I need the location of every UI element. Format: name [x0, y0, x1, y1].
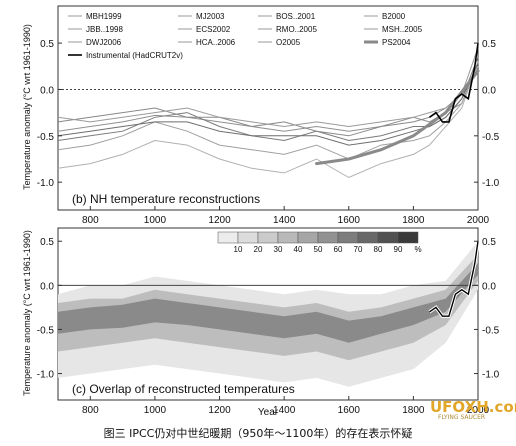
- xtick-label: 800: [82, 405, 99, 416]
- legend-entry: BOS..2001: [276, 12, 316, 21]
- panel-c-label: (c) Overlap of reconstructed temperature…: [72, 382, 295, 396]
- reconstruction-series-line: [57, 47, 479, 128]
- xtick-label: 1000: [144, 405, 167, 416]
- ytick-label-right: 0.5: [482, 237, 496, 248]
- watermark-text: UFOXH.com: [430, 398, 516, 416]
- xtick-label: 1200: [208, 215, 231, 226]
- panel-b-legend: MBH1999 MJ2003 BOS..2001 B2000 JBB..1998 ECS2…: [68, 12, 423, 60]
- colorbar-cell: [337, 231, 359, 244]
- panel-b: -1.0 -0.5 0.0 0.5 -1.0 -0.5 0.0 0.5 800 1000 120…: [22, 5, 500, 226]
- panel-c-xlabel: Year: [258, 407, 279, 418]
- xtick-label: 1200: [208, 405, 231, 416]
- xtick-label: 2000: [467, 405, 490, 416]
- panel-b-yaxis-left: -1.0 -0.5 0.0 0.5: [37, 39, 62, 189]
- colorbar-tick-label: %: [414, 245, 421, 254]
- ytick-label: -0.5: [37, 132, 55, 143]
- colorbar-tick-label: 70: [354, 245, 363, 254]
- colorbar-cell: [237, 231, 259, 244]
- panel-b-ylabel: Temperature anomaly (°C wrt 1961-1990): [22, 24, 32, 190]
- ytick-label-right: 0.5: [482, 39, 496, 50]
- overlap-band: [58, 263, 478, 343]
- colorbar-tick-label: 80: [374, 245, 383, 254]
- xtick-label: 1000: [144, 215, 167, 226]
- ytick-label-right: -1.0: [482, 178, 500, 189]
- xtick-label: 1600: [338, 215, 361, 226]
- xtick-label: 1600: [338, 405, 361, 416]
- ytick-label: 0.5: [40, 237, 54, 248]
- colorbar-cell: [277, 231, 299, 244]
- xtick-label: 1400: [273, 405, 296, 416]
- legend-entry: MJ2003: [196, 12, 225, 21]
- xtick-label: 1800: [402, 215, 425, 226]
- colorbar-tick-label: 40: [294, 245, 303, 254]
- legend-entry: Instrumental (HadCRUT2v): [86, 51, 183, 60]
- instrumental-series-line: [429, 241, 479, 317]
- figure-caption: 图三 IPCC仍对中世纪暖期（950年～1100年）的存在表示怀疑: [103, 427, 413, 440]
- panel-c: -1.0 -0.5 0.0 0.5 -1.0 -0.5 0.0 0.5 800 1000 120…: [22, 227, 500, 418]
- legend-entry: B2000: [382, 12, 406, 21]
- colorbar-tick-label: 60: [334, 245, 343, 254]
- ytick-label: -0.5: [37, 325, 55, 336]
- xtick-label: 1400: [273, 215, 296, 226]
- ytick-label: 0.0: [40, 85, 54, 96]
- legend-entry: MBH1999: [86, 12, 122, 21]
- ytick-label-right: -0.5: [482, 132, 500, 143]
- colorbar-tick-label: 50: [314, 245, 323, 254]
- colorbar-cell: [397, 231, 419, 244]
- legend-entry: HCA..2006: [196, 38, 236, 47]
- ytick-label-right: -1.0: [482, 370, 500, 381]
- legend-entry: ECS2002: [196, 25, 231, 34]
- colorbar-cell: [297, 231, 319, 244]
- colorbar-cell: [217, 231, 239, 244]
- ytick-label: 0.0: [40, 281, 54, 292]
- panel-c-yaxis-left: -1.0 -0.5 0.0 0.5: [37, 237, 62, 381]
- panel-b-yaxis-right: -1.0 -0.5 0.0 0.5: [474, 39, 500, 189]
- watermark-subtext: FLYING SAUCER: [438, 414, 486, 421]
- colorbar-cell: [377, 231, 399, 244]
- colorbar-tick-label: 10: [234, 245, 243, 254]
- colorbar-tick-label: 20: [254, 245, 263, 254]
- legend-entry: JBB..1998: [86, 25, 123, 34]
- ytick-label: -1.0: [37, 178, 55, 189]
- reconstruction-series-line: [57, 66, 479, 160]
- site-watermark: UFOXH.com FLYING SAUCER: [418, 396, 516, 422]
- ps2004-series-line: [315, 69, 480, 166]
- panel-b-label: (b) NH temperature reconstructions: [72, 192, 260, 206]
- legend-entry: O2005: [276, 38, 301, 47]
- instrumental-series-line: [429, 42, 479, 123]
- reconstruction-series-line: [57, 70, 479, 137]
- ytick-label-right: 0.0: [482, 85, 496, 96]
- panel-c-plot-area: [58, 240, 480, 387]
- ytick-label: 0.5: [40, 39, 54, 50]
- ytick-label: -1.0: [37, 370, 55, 381]
- colorbar-tick-label: 30: [274, 245, 283, 254]
- colorbar-tick-label: 90: [394, 245, 403, 254]
- ytick-label-right: -0.5: [482, 325, 500, 336]
- panel-c-colorbar: 10 20 30 40 50 60 70 80 90%: [217, 231, 422, 254]
- legend-entry: RMO..2005: [276, 25, 317, 34]
- xtick-label: 800: [82, 215, 99, 226]
- ytick-label-right: 0.0: [482, 281, 496, 292]
- reconstruction-series-line: [57, 63, 479, 146]
- legend-entry: PS2004: [382, 38, 411, 47]
- colorbar-cell: [317, 231, 339, 244]
- panel-b-frame: [57, 5, 479, 211]
- xtick-label: 1800: [402, 405, 425, 416]
- legend-entry: MSH..2005: [382, 25, 423, 34]
- xtick-label: 2000: [467, 215, 490, 226]
- panel-c-yaxis-right: -1.0 -0.5 0.0 0.5: [474, 237, 500, 381]
- panel-c-xaxis: 800 1000 1200 1400 1600 1800 2000: [82, 396, 490, 416]
- colorbar-cell: [257, 231, 279, 244]
- legend-entry: DWJ2006: [86, 38, 122, 47]
- panel-b-plot-area: [57, 42, 480, 179]
- panel-b-xaxis: 800 1000 1200 1400 1600 1800 2000: [82, 206, 490, 226]
- reconstruction-series-line: [57, 61, 479, 179]
- panel-c-ylabel: Temperature anomaly (°C wrt 1961-1990): [22, 230, 32, 396]
- colorbar-cell: [357, 231, 379, 244]
